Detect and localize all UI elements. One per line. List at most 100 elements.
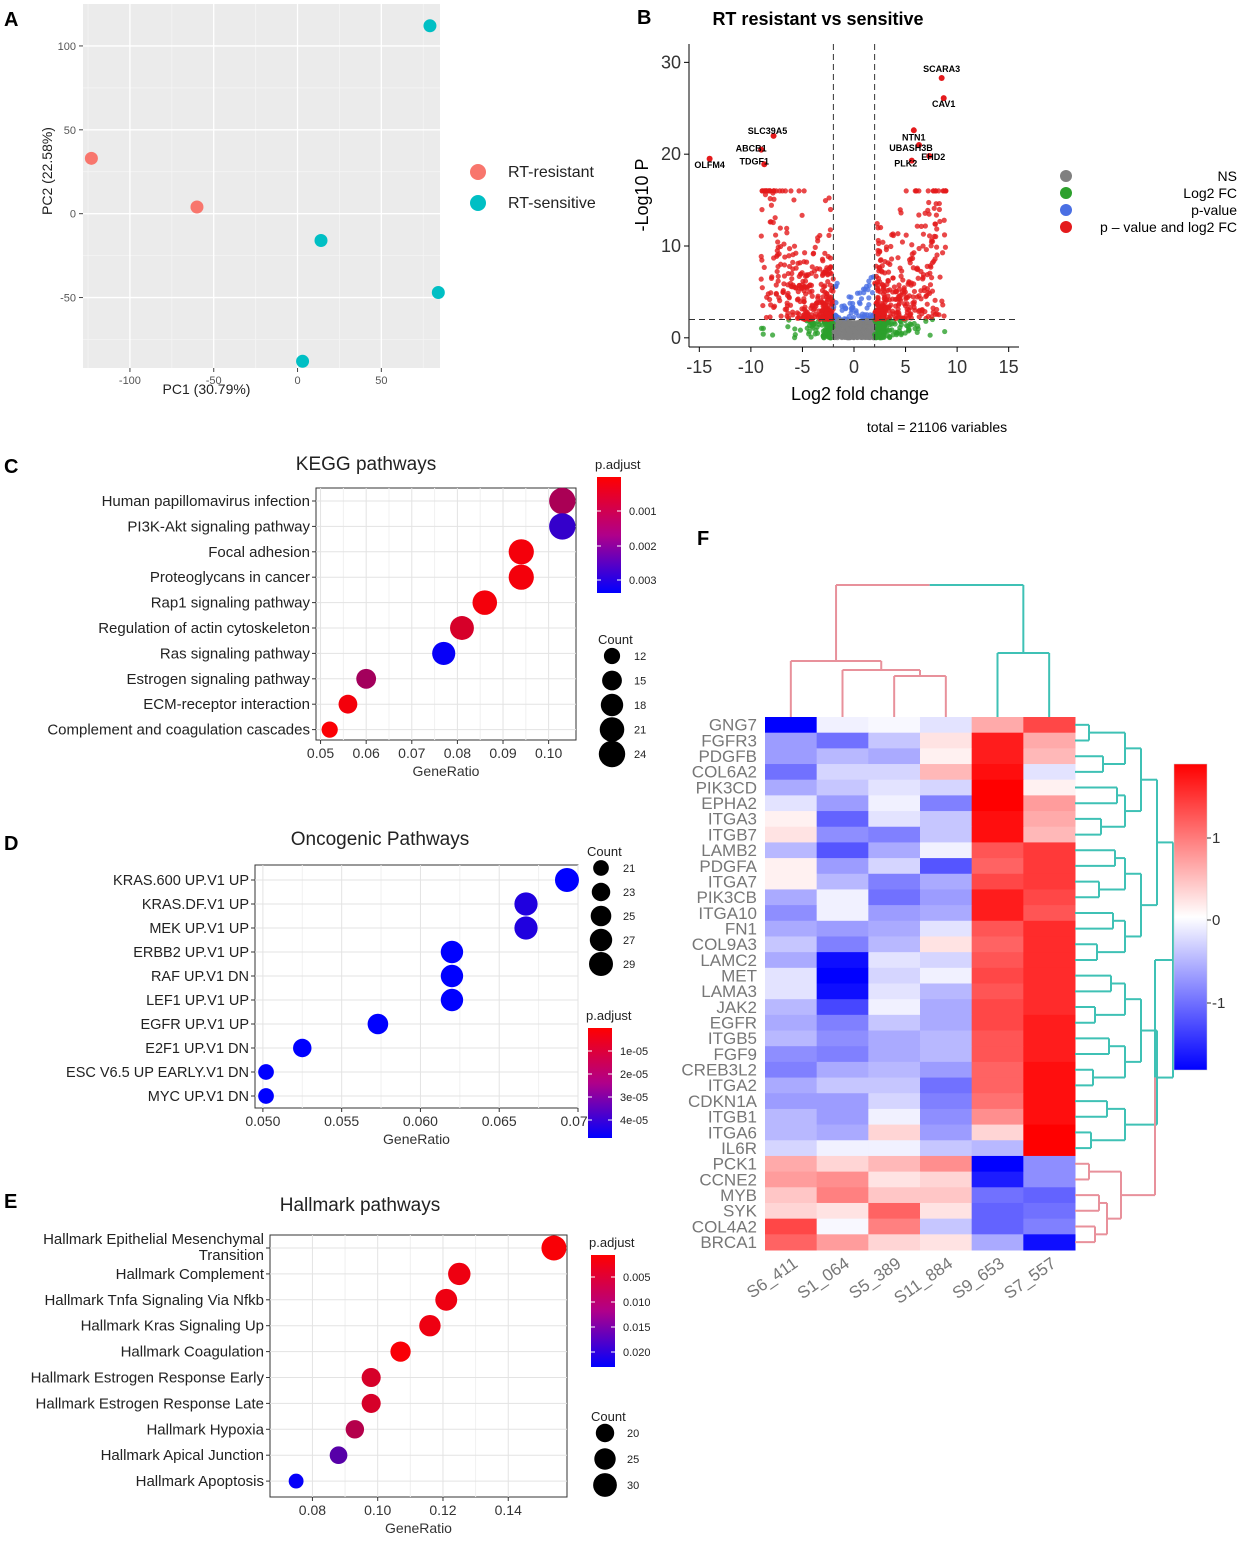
volcano-point xyxy=(920,243,926,249)
volcano-point xyxy=(793,265,799,271)
kegg-size-key xyxy=(603,647,621,665)
volcano-point xyxy=(806,322,813,329)
heatmap-cell xyxy=(816,811,869,828)
heatmap-cell xyxy=(920,1061,973,1079)
heatmap-cell xyxy=(868,999,921,1016)
volcano-point xyxy=(803,259,810,265)
heatmap-row-label: FGF9 xyxy=(714,1045,757,1064)
kegg-dot xyxy=(450,616,474,640)
heatmap-cell xyxy=(971,967,1024,984)
heatmap-cell xyxy=(1023,1108,1076,1126)
heatmap-cell xyxy=(920,920,973,937)
volcano-point xyxy=(825,295,831,302)
heatmap-row-label: COL4A2 xyxy=(692,1217,757,1236)
heatmap-cell xyxy=(765,1077,818,1094)
volcano-point xyxy=(915,326,921,332)
oncogenic-dot xyxy=(293,1038,312,1058)
volcano-point xyxy=(880,284,886,291)
volcano-point xyxy=(880,239,886,245)
volcano-point xyxy=(885,293,891,299)
volcano-point xyxy=(902,330,908,336)
oncogenic-x-tick-label: 0.065 xyxy=(482,1113,517,1129)
volcano-point xyxy=(886,314,892,320)
volcano-title: RT resistant vs sensitive xyxy=(712,9,923,29)
oncogenic-x-tick-label: 0.050 xyxy=(245,1113,280,1129)
volcano-legend-key xyxy=(1060,221,1072,233)
volcano-point xyxy=(819,287,826,294)
heatmap-cell xyxy=(920,764,973,781)
heatmap-col-label: S6_411 xyxy=(743,1254,801,1302)
volcano-point xyxy=(772,215,778,221)
volcano-point xyxy=(836,330,842,336)
volcano-legend-label: p – value and log2 FC xyxy=(1100,219,1237,235)
heatmap-cell xyxy=(765,983,818,1000)
volcano-point xyxy=(827,206,834,213)
volcano-point xyxy=(769,332,776,338)
heatmap-cell xyxy=(971,1202,1024,1220)
volcano-point xyxy=(785,310,791,316)
volcano-point xyxy=(840,322,846,328)
panel-label-b: B xyxy=(637,7,651,29)
heatmap-cell xyxy=(816,920,869,937)
volcano-point xyxy=(789,284,795,290)
heatmap-cell xyxy=(868,936,921,953)
kegg-y-tick-label: Focal adhesion xyxy=(208,544,310,561)
oncogenic-x-tick-label: 0.070 xyxy=(560,1113,595,1129)
heatmap-cell xyxy=(816,889,869,906)
volcano-point xyxy=(767,196,773,202)
oncogenic-x-label: GeneRatio xyxy=(383,1131,450,1147)
hallmark-y-tick-label: Hallmark Coagulation xyxy=(121,1344,264,1361)
heatmap-cell xyxy=(765,1108,818,1126)
heatmap-cell xyxy=(765,905,818,922)
volcano-x-tick-label: 10 xyxy=(947,357,967,377)
heatmap-cell xyxy=(868,952,921,969)
heatmap-cell xyxy=(868,764,921,781)
volcano-point xyxy=(848,310,854,316)
volcano-point xyxy=(850,300,856,307)
volcano-point xyxy=(784,225,790,231)
pca-legend-key xyxy=(470,164,486,180)
hallmark-x-label: GeneRatio xyxy=(385,1520,452,1536)
volcano-point xyxy=(789,276,795,282)
volcano-gene-label: TDGF1 xyxy=(740,156,770,166)
volcano-point xyxy=(893,303,899,309)
heatmap-cell xyxy=(868,842,921,859)
heatmap-cell xyxy=(971,1077,1024,1094)
volcano-point xyxy=(932,297,938,303)
volcano-point xyxy=(814,324,820,330)
volcano-point xyxy=(830,320,836,326)
pca-point xyxy=(431,286,445,300)
volcano-point xyxy=(885,269,892,275)
volcano-point xyxy=(809,270,815,276)
heatmap-cell xyxy=(1023,779,1076,796)
volcano-point xyxy=(890,332,896,338)
volcano-point xyxy=(806,328,812,335)
kegg-x-tick-label: 0.06 xyxy=(353,745,380,761)
oncogenic-dotplot: 0.050 0.055 0.060 0.065 0.070 GeneRatio Oncoge… xyxy=(66,829,648,1147)
hallmark-color-legend-title: p.adjust xyxy=(589,1235,635,1250)
volcano-point xyxy=(896,286,902,292)
volcano-gene-point xyxy=(915,142,922,148)
heatmap-cell xyxy=(1023,1218,1076,1235)
heatmap-cell xyxy=(971,764,1024,781)
volcano-point xyxy=(851,314,857,321)
volcano-point xyxy=(931,188,937,194)
volcano-point xyxy=(903,322,910,329)
volcano-point xyxy=(778,313,784,319)
volcano-legend-label: Log2 FC xyxy=(1183,185,1237,201)
hallmark-color-tick-label: 0.020 xyxy=(623,1347,651,1359)
oncogenic-dot xyxy=(514,916,538,940)
heatmap-cell xyxy=(765,764,818,781)
volcano-point xyxy=(943,188,949,194)
heatmap-row-label: LAMA3 xyxy=(701,982,757,1001)
volcano-legend-key xyxy=(1060,187,1072,199)
volcano-point xyxy=(926,199,932,206)
volcano-gene-point xyxy=(926,153,933,160)
volcano-point xyxy=(933,212,940,218)
volcano-point xyxy=(923,293,929,300)
hallmark-color-bar xyxy=(591,1255,615,1367)
volcano-gene-point xyxy=(910,127,917,134)
volcano-point xyxy=(773,282,779,288)
volcano-point xyxy=(929,275,935,281)
heatmap-cell xyxy=(868,717,921,734)
